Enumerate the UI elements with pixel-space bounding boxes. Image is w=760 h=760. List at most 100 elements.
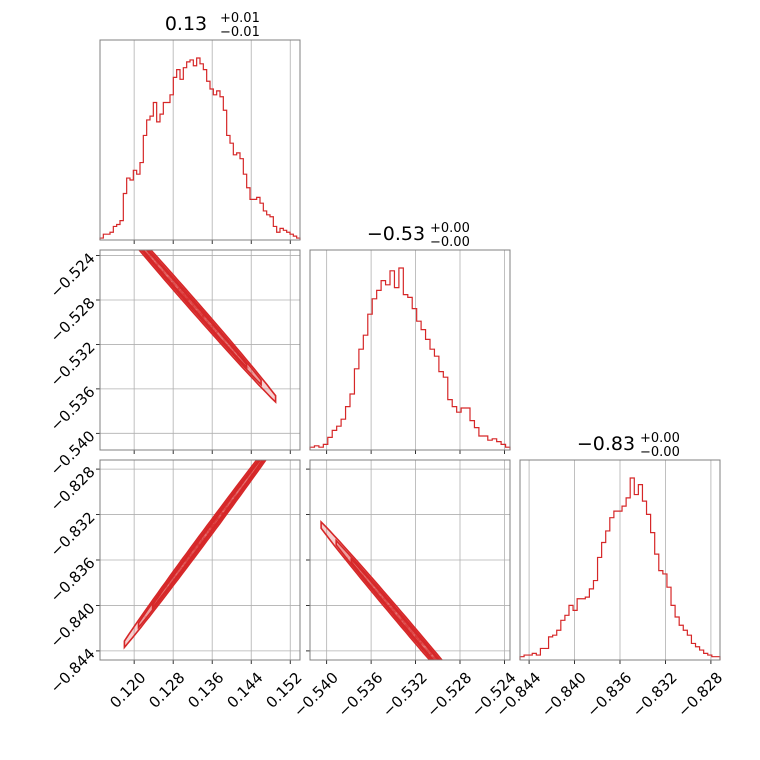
sample-point <box>430 653 433 656</box>
sample-point <box>156 263 159 266</box>
parameter-1-upper-error: +0.01 <box>220 11 260 26</box>
sample-point <box>191 303 194 306</box>
y-tick-label-param-2: −0.532 <box>47 338 99 390</box>
sample-point <box>385 600 388 603</box>
histogram-step-2 <box>309 267 511 450</box>
sample-point <box>205 319 208 322</box>
histogram-panel-2-frame <box>309 249 511 451</box>
density-contour <box>151 460 263 610</box>
sample-point <box>182 293 185 296</box>
sample-point <box>410 631 413 634</box>
sample-point <box>428 651 431 654</box>
sample-point <box>437 661 439 663</box>
sample-point <box>201 315 204 318</box>
parameter-2-lower-error: −0.00 <box>430 235 470 250</box>
sample-point <box>182 293 185 296</box>
x-tick-label-param-3: −0.832 <box>629 669 681 721</box>
sample-point <box>177 287 180 290</box>
sample-point <box>203 316 206 319</box>
sample-point <box>417 638 420 641</box>
sample-point <box>438 663 440 665</box>
y-tick-label-param-3: −0.836 <box>47 554 99 606</box>
sample-point <box>405 625 408 628</box>
sample-point <box>163 270 166 274</box>
sample-point <box>186 297 189 300</box>
x-tick-label-param-2: −0.528 <box>423 669 475 721</box>
sample-point <box>194 547 197 550</box>
sample-point <box>438 664 440 666</box>
sample-point <box>167 275 170 278</box>
x-tick-label-param-1: 0.136 <box>184 669 227 712</box>
sample-point <box>434 661 436 663</box>
sample-point <box>201 314 204 318</box>
sample-point <box>392 609 396 613</box>
sample-point <box>447 676 449 678</box>
sample-point <box>443 667 445 669</box>
sample-point <box>441 667 443 669</box>
sample-point <box>187 298 190 302</box>
sample-point <box>402 620 405 623</box>
sample-point <box>394 610 397 613</box>
x-tick-label-param-3: −0.840 <box>538 669 590 721</box>
sample-point <box>215 330 218 333</box>
sample-point <box>436 661 438 663</box>
sample-point <box>409 629 412 632</box>
sample-point <box>407 626 410 629</box>
sample-point <box>211 524 214 527</box>
sample-point <box>437 663 439 665</box>
sample-point <box>172 281 175 284</box>
sample-point <box>437 661 439 663</box>
sample-point <box>235 492 238 495</box>
density-contour <box>350 557 440 660</box>
scatter-panel-1-background <box>100 250 300 450</box>
sample-point <box>420 642 423 645</box>
sample-point <box>200 539 203 543</box>
sample-point <box>400 618 404 622</box>
scatter-panel-1-frame <box>99 249 301 451</box>
sample-point <box>186 297 189 300</box>
x-tick-label-param-2: −0.536 <box>334 669 386 721</box>
sample-point <box>209 324 212 327</box>
sample-point <box>440 670 442 672</box>
sample-point <box>194 306 197 309</box>
sample-point <box>416 636 419 640</box>
sample-point <box>189 301 192 304</box>
histogram-step-1 <box>99 57 301 240</box>
sample-point <box>224 506 228 509</box>
sample-point <box>182 293 185 296</box>
sample-point <box>464 694 466 696</box>
sample-point <box>445 670 447 672</box>
histogram-panel-1-background <box>100 40 300 240</box>
sample-point <box>421 643 424 646</box>
sample-point <box>449 672 451 674</box>
sample-point <box>404 623 407 627</box>
sample-point <box>200 312 203 315</box>
sample-point <box>406 625 409 628</box>
sample-point <box>406 626 409 629</box>
histogram-panel-3-frame <box>519 459 721 661</box>
sample-point <box>391 608 394 611</box>
sample-point <box>177 287 180 290</box>
sample-point <box>216 517 219 521</box>
sample-point <box>434 663 436 665</box>
sample-point <box>187 298 190 301</box>
sample-point <box>179 289 182 292</box>
sample-point <box>196 309 199 312</box>
sample-point <box>469 700 471 702</box>
y-tick-label-param-2: −0.528 <box>47 294 99 346</box>
sample-point <box>196 544 200 547</box>
sample-point <box>251 371 254 374</box>
sample-point <box>210 526 213 529</box>
sample-point <box>144 615 147 618</box>
sample-point <box>201 314 204 318</box>
x-tick-label-param-1: 0.144 <box>223 669 266 712</box>
sample-point <box>212 523 215 527</box>
sample-point <box>200 540 203 543</box>
sample-point <box>194 307 197 310</box>
sample-point <box>446 673 448 675</box>
sample-point <box>213 328 216 331</box>
sample-point <box>186 297 190 300</box>
sample-point <box>206 320 209 323</box>
sample-point <box>191 552 194 555</box>
sample-point <box>213 521 216 524</box>
